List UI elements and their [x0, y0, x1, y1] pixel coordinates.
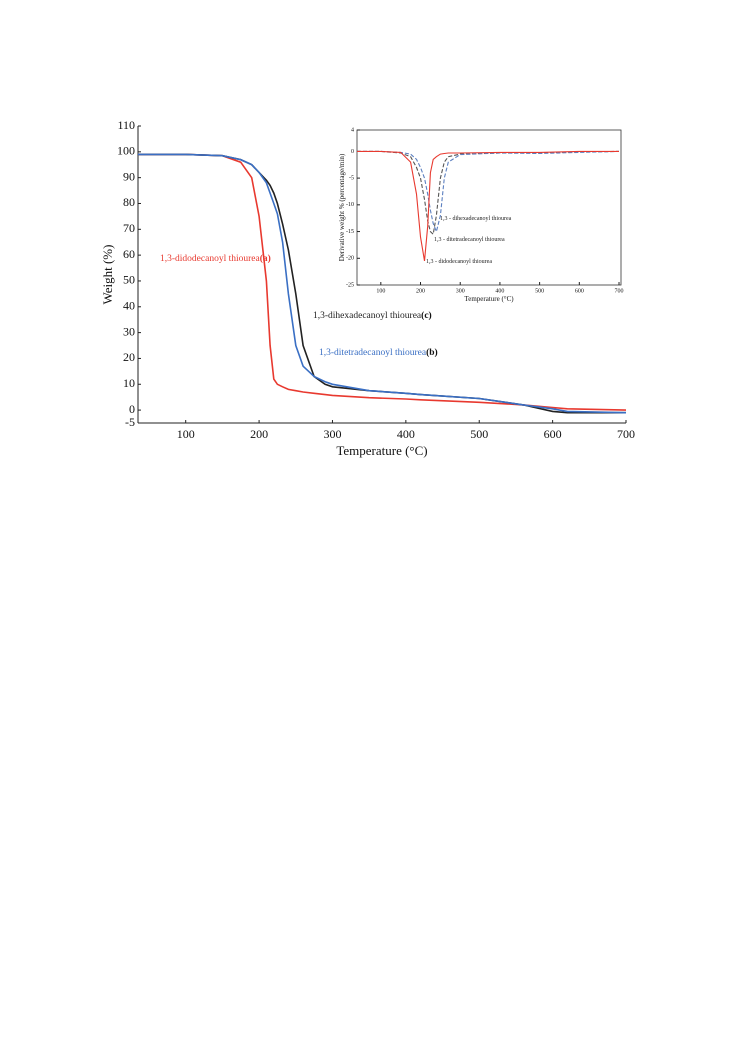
y-tick-label: 4	[351, 127, 354, 133]
y-tick-label: 20	[123, 350, 135, 364]
series-name: 1,3 - dihexadecanoyl thiourea	[440, 216, 512, 222]
series-label: 1,3 - ditetradecanoyl thiourea	[434, 237, 505, 243]
x-tick-label: 400	[495, 288, 504, 294]
y-tick-label: -25	[346, 282, 354, 288]
series-line	[138, 153, 627, 411]
series-label: 1,3-didodecanoyl thiourea(a)	[160, 253, 271, 264]
x-tick-label: 700	[615, 288, 624, 294]
y-tick-label: 10	[123, 376, 135, 390]
y-tick-label: 50	[123, 273, 135, 287]
y-tick-label: -10	[346, 202, 354, 208]
y-tick-label: 70	[123, 221, 135, 235]
y-tick-label: 30	[123, 324, 135, 338]
series-tag: (b)	[426, 347, 438, 358]
x-tick-label: 700	[617, 427, 635, 441]
series-name: 1,3 - didodecanoyl thiourea	[426, 259, 492, 265]
x-tick-label: 600	[544, 427, 562, 441]
y-tick-label: 100	[117, 144, 135, 158]
series-name: 1,3-dihexadecanoyl thiourea	[313, 311, 422, 321]
x-tick-label: 200	[250, 427, 268, 441]
y-tick-label: 80	[123, 195, 135, 209]
series-name: 1,3-didodecanoyl thiourea	[160, 254, 261, 264]
series-label: 1,3-dihexadecanoyl thiourea(c)	[313, 310, 432, 321]
inset-frame	[356, 129, 622, 286]
series-line	[138, 153, 627, 414]
series-name: 1,3-ditetradecanoyl thiourea	[319, 348, 427, 358]
x-tick-label: 100	[376, 288, 385, 294]
x-tick-label: 300	[456, 288, 465, 294]
y-tick-label: -15	[346, 229, 354, 235]
series-label: 1,3 - dihexadecanoyl thiourea	[440, 216, 512, 222]
y-axis-title: Derivative weight % (percentage/min)	[338, 153, 346, 261]
x-tick-label: 600	[575, 288, 584, 294]
series-tag: (c)	[421, 310, 432, 321]
y-tick-label: 110	[117, 118, 135, 132]
series-label: 1,3-ditetradecanoyl thiourea(b)	[319, 347, 438, 358]
y-tick-label: -5	[125, 415, 135, 429]
x-axis-title: Temperature (°C)	[464, 295, 514, 303]
y-tick-label: 40	[123, 299, 135, 313]
series-line	[357, 150, 620, 234]
x-tick-label: 200	[416, 288, 425, 294]
x-tick-label: 400	[397, 427, 415, 441]
x-tick-label: 300	[323, 427, 341, 441]
series-line	[357, 150, 619, 261]
series-tag: (a)	[260, 253, 271, 264]
y-tick-label: 0	[351, 149, 354, 155]
y-tick-label: 90	[123, 169, 135, 183]
y-tick-label: 60	[123, 247, 135, 261]
y-tick-label: -20	[346, 256, 354, 262]
series-name: 1,3 - ditetradecanoyl thiourea	[434, 237, 505, 243]
x-tick-label: 500	[470, 427, 488, 441]
y-axis-title: Weight (%)	[100, 245, 115, 305]
x-tick-label: 100	[177, 427, 195, 441]
x-axis-title: Temperature (°C)	[336, 443, 427, 458]
y-tick-label: -5	[349, 175, 354, 181]
x-tick-label: 500	[535, 288, 544, 294]
y-tick-label: 0	[129, 402, 135, 416]
series-label: 1,3 - didodecanoyl thiourea	[426, 259, 492, 265]
